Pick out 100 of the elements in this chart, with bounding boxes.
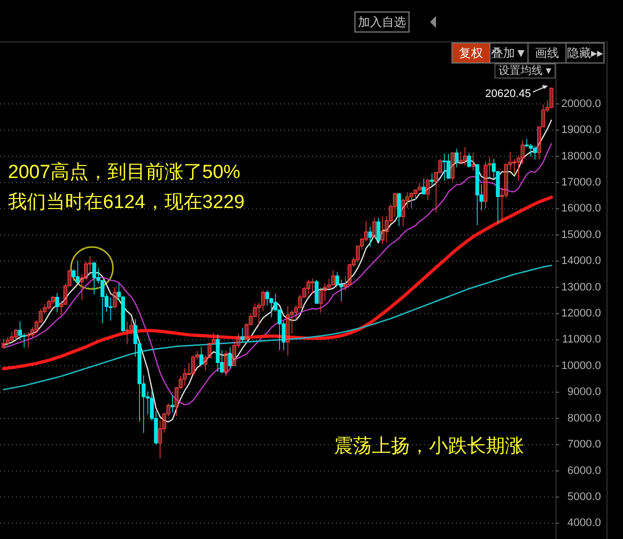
candlestick (112, 286, 117, 309)
candlestick (182, 368, 187, 386)
candlestick (129, 318, 134, 334)
y-tick-label: 10000.0 (561, 360, 601, 372)
candlestick (38, 308, 43, 324)
annotation: 我们当时在6124，现在3229 (8, 192, 245, 213)
candlestick (158, 420, 162, 459)
y-tick-label: 15000.0 (561, 228, 601, 241)
candlestick (467, 152, 471, 168)
candlestick (166, 402, 170, 417)
y-tick-label: 7000.0 (567, 438, 601, 451)
candlestick (348, 263, 352, 286)
candlestick (310, 278, 314, 294)
candlestick (322, 282, 327, 302)
y-tick-label: 19000.0 (561, 124, 601, 136)
annotation: 震荡上扬，小跌长期涨 (334, 436, 524, 457)
candlestick (170, 394, 174, 414)
candlestick (528, 143, 533, 158)
candlestick (462, 146, 467, 166)
candlestick (418, 182, 422, 191)
candlestick (484, 161, 488, 209)
candlestick (401, 198, 406, 226)
candlestick (430, 172, 434, 186)
candlestick (10, 332, 14, 343)
candlestick (508, 151, 512, 170)
candlestick (162, 412, 166, 433)
candlestick (42, 304, 47, 314)
candlestick (364, 220, 368, 242)
candlestick (92, 261, 96, 296)
candlestick (388, 204, 393, 224)
candlestick (438, 158, 442, 174)
candlestick (290, 310, 294, 334)
candlestick (240, 328, 244, 342)
candlestick (458, 151, 463, 164)
y-tick-label: 20000.0 (561, 98, 601, 110)
candlestick (261, 290, 266, 312)
candlestick (34, 320, 38, 334)
y-tick-label: 9000.0 (567, 386, 601, 398)
text: 复权 (459, 46, 483, 60)
candlestick (331, 270, 336, 286)
candlestick (327, 278, 331, 289)
candlestick (500, 187, 504, 222)
candlestick (244, 322, 249, 340)
candlestick (199, 346, 204, 366)
candlestick (30, 326, 34, 338)
annotation: 2007高点，到目前涨了50% (8, 161, 240, 183)
candlestick (232, 340, 236, 366)
candlestick (208, 342, 212, 359)
candlestick (475, 164, 480, 226)
candlestick (422, 178, 426, 194)
candlestick (450, 152, 455, 182)
candlestick (252, 302, 257, 317)
candlestick (68, 268, 72, 286)
candlestick (88, 256, 92, 272)
candlestick (414, 188, 418, 201)
y-tick-label: 5000.0 (567, 490, 601, 503)
candlestick (454, 148, 459, 168)
candlestick (212, 332, 216, 344)
candlestick (426, 179, 430, 201)
candlestick (191, 355, 195, 375)
candlestick (520, 140, 525, 164)
candlestick (314, 280, 319, 304)
candlestick (442, 153, 446, 182)
annotation: 20620.45 (485, 88, 531, 100)
candlestick (545, 100, 550, 113)
candlestick (302, 286, 306, 298)
candlestick (360, 237, 364, 250)
candlestick (203, 355, 208, 371)
candlestick (80, 274, 84, 300)
candlestick (549, 87, 554, 109)
candlestick (46, 299, 51, 310)
candlestick (512, 158, 516, 174)
candlestick (195, 350, 200, 360)
y-tick-label: 13000.0 (561, 281, 601, 294)
annotation: 设置均线 ▾ (498, 64, 552, 77)
y-tick-label: 16000.0 (561, 202, 601, 215)
candlestick (446, 153, 450, 180)
candlestick (224, 350, 228, 377)
y-tick-label: 6000.0 (567, 464, 601, 477)
candlestick (55, 292, 60, 313)
candlestick (434, 171, 438, 213)
candlestick (294, 304, 298, 322)
candlestick (14, 328, 18, 340)
candlestick (125, 321, 130, 345)
candlestick (178, 375, 183, 390)
candlestick (76, 260, 80, 284)
candlestick (318, 290, 323, 313)
y-tick-label: 8000.0 (567, 412, 601, 424)
candlestick (286, 306, 290, 356)
candlestick (504, 163, 508, 198)
candlestick (108, 296, 113, 322)
candlestick (384, 216, 389, 243)
candlestick (541, 104, 546, 128)
candlestick (372, 217, 376, 238)
text: 画线 (535, 46, 559, 60)
candlestick (236, 333, 240, 348)
candlestick (356, 245, 360, 264)
candlestick (380, 216, 384, 245)
y-tick-label: 4000.0 (567, 517, 601, 530)
candlestick (26, 332, 30, 348)
